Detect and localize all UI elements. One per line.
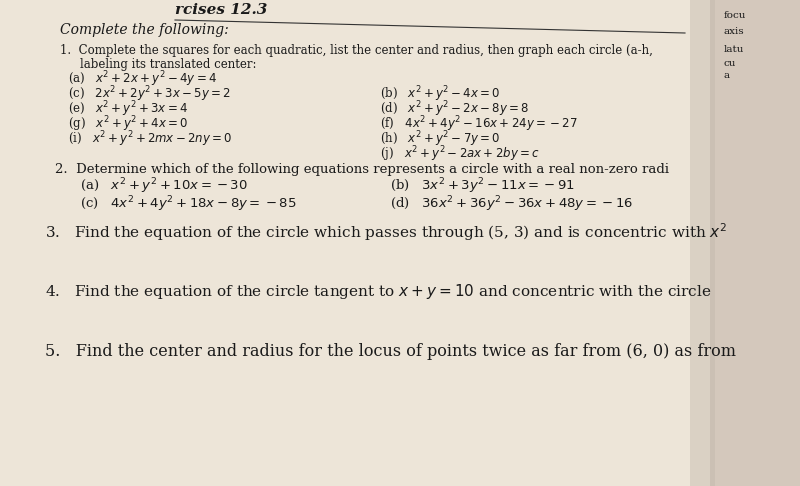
Text: (d)   $36x^2 + 36y^2 - 36x + 48y = -16$: (d) $36x^2 + 36y^2 - 36x + 48y = -16$: [390, 194, 633, 214]
Text: (b)   $x^2 + y^2 - 4x = 0$: (b) $x^2 + y^2 - 4x = 0$: [380, 84, 501, 104]
Text: (c)   $2x^2 + 2y^2 + 3x - 5y = 2$: (c) $2x^2 + 2y^2 + 3x - 5y = 2$: [68, 84, 231, 104]
Text: (j)   $x^2 + y^2 - 2ax + 2by = c$: (j) $x^2 + y^2 - 2ax + 2by = c$: [380, 144, 540, 164]
Polygon shape: [710, 0, 800, 486]
Text: Complete the following:: Complete the following:: [60, 23, 229, 37]
Text: a: a: [724, 71, 730, 80]
Text: (b)   $3x^2 + 3y^2 - 11x = -91$: (b) $3x^2 + 3y^2 - 11x = -91$: [390, 176, 575, 196]
Text: axis: axis: [724, 27, 745, 36]
Polygon shape: [690, 0, 715, 486]
Text: 3.   Find the equation of the circle which passes through (5, 3) and is concentr: 3. Find the equation of the circle which…: [45, 221, 727, 243]
Text: (c)   $4x^2 + 4y^2 + 18x - 8y = -85$: (c) $4x^2 + 4y^2 + 18x - 8y = -85$: [80, 194, 297, 214]
Text: (h)   $x^2 + y^2 - 7y = 0$: (h) $x^2 + y^2 - 7y = 0$: [380, 129, 501, 149]
Text: 4.   Find the equation of the circle tangent to $x + y = 10$ and concentric with: 4. Find the equation of the circle tange…: [45, 282, 712, 301]
Text: (a)   $x^2 + y^2 + 10x = -30$: (a) $x^2 + y^2 + 10x = -30$: [80, 176, 248, 196]
Text: cu: cu: [724, 59, 736, 68]
Text: rcises 12.3: rcises 12.3: [175, 3, 267, 17]
Polygon shape: [0, 0, 710, 486]
Text: (e)   $x^2 + y^2 + 3x = 4$: (e) $x^2 + y^2 + 3x = 4$: [68, 99, 188, 119]
Text: focu: focu: [724, 11, 746, 20]
Text: (a)   $x^2 + 2x + y^2 - 4y = 4$: (a) $x^2 + 2x + y^2 - 4y = 4$: [68, 69, 217, 89]
Text: labeling its translated center:: labeling its translated center:: [80, 58, 257, 71]
Text: (g)   $x^2 + y^2 + 4x = 0$: (g) $x^2 + y^2 + 4x = 0$: [68, 114, 189, 134]
Text: 5.   Find the center and radius for the locus of points twice as far from (6, 0): 5. Find the center and radius for the lo…: [45, 343, 736, 360]
Text: (i)   $x^2 + y^2 + 2mx - 2ny = 0$: (i) $x^2 + y^2 + 2mx - 2ny = 0$: [68, 129, 232, 149]
Text: 1.  Complete the squares for each quadratic, list the center and radius, then gr: 1. Complete the squares for each quadrat…: [60, 44, 653, 57]
Text: latu: latu: [724, 45, 744, 54]
Text: (f)   $4x^2 + 4y^2 - 16x + 24y = -27$: (f) $4x^2 + 4y^2 - 16x + 24y = -27$: [380, 114, 578, 134]
Text: (d)   $x^2 + y^2 - 2x - 8y = 8$: (d) $x^2 + y^2 - 2x - 8y = 8$: [380, 99, 530, 119]
Text: 2.  Determine which of the following equations represents a circle with a real n: 2. Determine which of the following equa…: [55, 163, 669, 176]
